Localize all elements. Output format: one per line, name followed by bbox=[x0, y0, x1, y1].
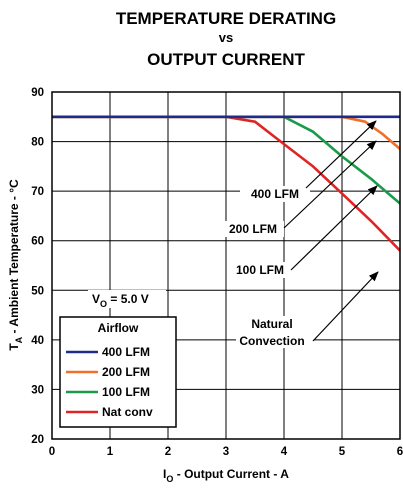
chart-title-line-1: TEMPERATURE DERATING bbox=[116, 9, 336, 28]
x-tick-labels: 0 1 2 3 4 5 6 bbox=[49, 446, 403, 458]
legend-label: 100 LFM bbox=[102, 385, 150, 399]
x-tick-label: 3 bbox=[223, 446, 229, 458]
plot-frame bbox=[51, 91, 401, 440]
y-tick-label: 80 bbox=[31, 137, 44, 149]
chart-title-line-3: OUTPUT CURRENT bbox=[147, 50, 305, 69]
annotation-natural-convection: Natural Convection bbox=[236, 271, 379, 348]
legend: Airflow 400 LFM 200 LFM 100 LFM Nat conv bbox=[59, 316, 177, 428]
annotation-400lfm-arrow bbox=[305, 120, 377, 189]
legend-label: Nat conv bbox=[102, 405, 153, 419]
y-tick-label: 50 bbox=[31, 285, 44, 297]
series-lines bbox=[52, 115, 401, 252]
legend-label: 400 LFM bbox=[102, 345, 150, 359]
condition-label: VO = 5.0 V bbox=[88, 290, 166, 309]
x-tick-label: 6 bbox=[397, 446, 403, 458]
legend-items: 400 LFM 200 LFM 100 LFM Nat conv bbox=[66, 345, 153, 419]
y-tick-label: 40 bbox=[31, 335, 44, 347]
annotation-200lfm-arrow bbox=[283, 140, 377, 229]
y-tick-label: 60 bbox=[31, 236, 44, 248]
x-axis-label: IO - Output Current - A bbox=[163, 467, 289, 484]
y-tick-labels: 20 30 40 50 60 70 80 90 bbox=[31, 87, 44, 446]
y-tick-label: 70 bbox=[31, 186, 44, 198]
annotation-convection-label: Convection bbox=[239, 334, 304, 348]
annotation-400lfm-label: 400 LFM bbox=[251, 187, 299, 201]
annotation-400lfm: 400 LFM bbox=[240, 120, 377, 202]
x-tick-label: 5 bbox=[339, 446, 346, 458]
x-tick-label: 1 bbox=[107, 446, 114, 458]
y-axis-label: TA - Ambient Temperature - °C bbox=[7, 179, 24, 351]
annotation-100lfm-label: 100 LFM bbox=[236, 263, 284, 277]
annotation-200lfm: 200 LFM bbox=[222, 140, 377, 237]
annotation-natural-arrow bbox=[312, 271, 379, 342]
annotation-200lfm-label: 200 LFM bbox=[229, 222, 277, 236]
annotation-100lfm-arrow bbox=[290, 185, 378, 271]
chart-title-line-2: vs bbox=[219, 30, 233, 45]
y-tick-label: 20 bbox=[31, 434, 44, 446]
y-tick-label: 90 bbox=[31, 87, 44, 99]
x-tick-label: 0 bbox=[49, 446, 55, 458]
annotation-100lfm: 100 LFM bbox=[229, 185, 378, 278]
condition-text: VO = 5.0 V bbox=[92, 292, 149, 309]
x-tick-label: 2 bbox=[165, 446, 171, 458]
legend-label: 200 LFM bbox=[102, 365, 150, 379]
y-tick-label: 30 bbox=[31, 384, 44, 396]
legend-title: Airflow bbox=[98, 321, 139, 335]
annotation-natural-label: Natural bbox=[251, 317, 292, 331]
x-tick-label: 4 bbox=[281, 446, 288, 458]
